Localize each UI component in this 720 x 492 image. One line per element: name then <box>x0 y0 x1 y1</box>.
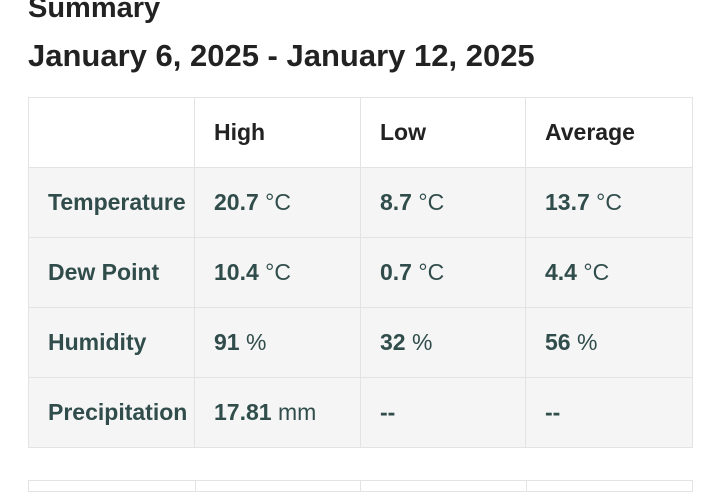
unit: % <box>576 329 598 355</box>
value-cell: 13.7 °C <box>525 167 693 238</box>
row-label: Temperature <box>28 167 195 238</box>
value-cell: 32 % <box>360 307 526 378</box>
value-cell: -- <box>525 377 693 448</box>
unit: % <box>411 329 433 355</box>
table-row: Dew Point 10.4 °C 0.7 °C 4.4 °C <box>28 237 693 308</box>
header-empty <box>28 97 195 168</box>
unit: °C <box>418 189 445 215</box>
value-cell: 17.81 mm <box>194 377 361 448</box>
unit: °C <box>265 259 291 285</box>
summary-title: Summary <box>28 0 161 24</box>
value: 20.7 <box>214 189 259 215</box>
value: 4.4 <box>545 259 577 285</box>
value: 56 <box>545 329 571 355</box>
value: 32 <box>380 329 406 355</box>
date-range: January 6, 2025 - January 12, 2025 <box>28 38 535 73</box>
row-label: Dew Point <box>28 237 195 308</box>
header-high: High <box>194 97 361 168</box>
unit: °C <box>265 189 291 215</box>
table-row: Precipitation 17.81 mm -- -- <box>28 377 693 448</box>
value-cell: 91 % <box>194 307 361 378</box>
table-row: Temperature 20.7 °C 8.7 °C 13.7 °C <box>28 167 693 238</box>
header-average: Average <box>525 97 693 168</box>
next-table-edge <box>28 480 693 492</box>
row-label: Precipitation <box>28 377 195 448</box>
unit: mm <box>277 399 317 425</box>
value: 10.4 <box>214 259 259 285</box>
value-cell: 8.7 °C <box>360 167 526 238</box>
unit: % <box>245 329 267 355</box>
value-cell: 56 % <box>525 307 693 378</box>
summary-table: High Low Average Temperature 20.7 °C 8.7 °… <box>28 97 693 448</box>
unit: °C <box>596 189 622 215</box>
row-label: Humidity <box>28 307 195 378</box>
value: 0.7 <box>380 259 412 285</box>
value: 91 <box>214 329 240 355</box>
table-row: Humidity 91 % 32 % 56 % <box>28 307 693 378</box>
value: 13.7 <box>545 189 590 215</box>
value-cell: -- <box>360 377 526 448</box>
value: -- <box>380 399 396 425</box>
header-row: High Low Average <box>28 97 693 168</box>
value-cell: 0.7 °C <box>360 237 526 308</box>
value-cell: 20.7 °C <box>194 167 361 238</box>
unit: °C <box>583 259 610 285</box>
value: 8.7 <box>380 189 412 215</box>
header-low: Low <box>360 97 526 168</box>
value: 17.81 <box>214 399 272 425</box>
value: -- <box>545 399 561 425</box>
value-cell: 4.4 °C <box>525 237 693 308</box>
value-cell: 10.4 °C <box>194 237 361 308</box>
unit: °C <box>418 259 445 285</box>
